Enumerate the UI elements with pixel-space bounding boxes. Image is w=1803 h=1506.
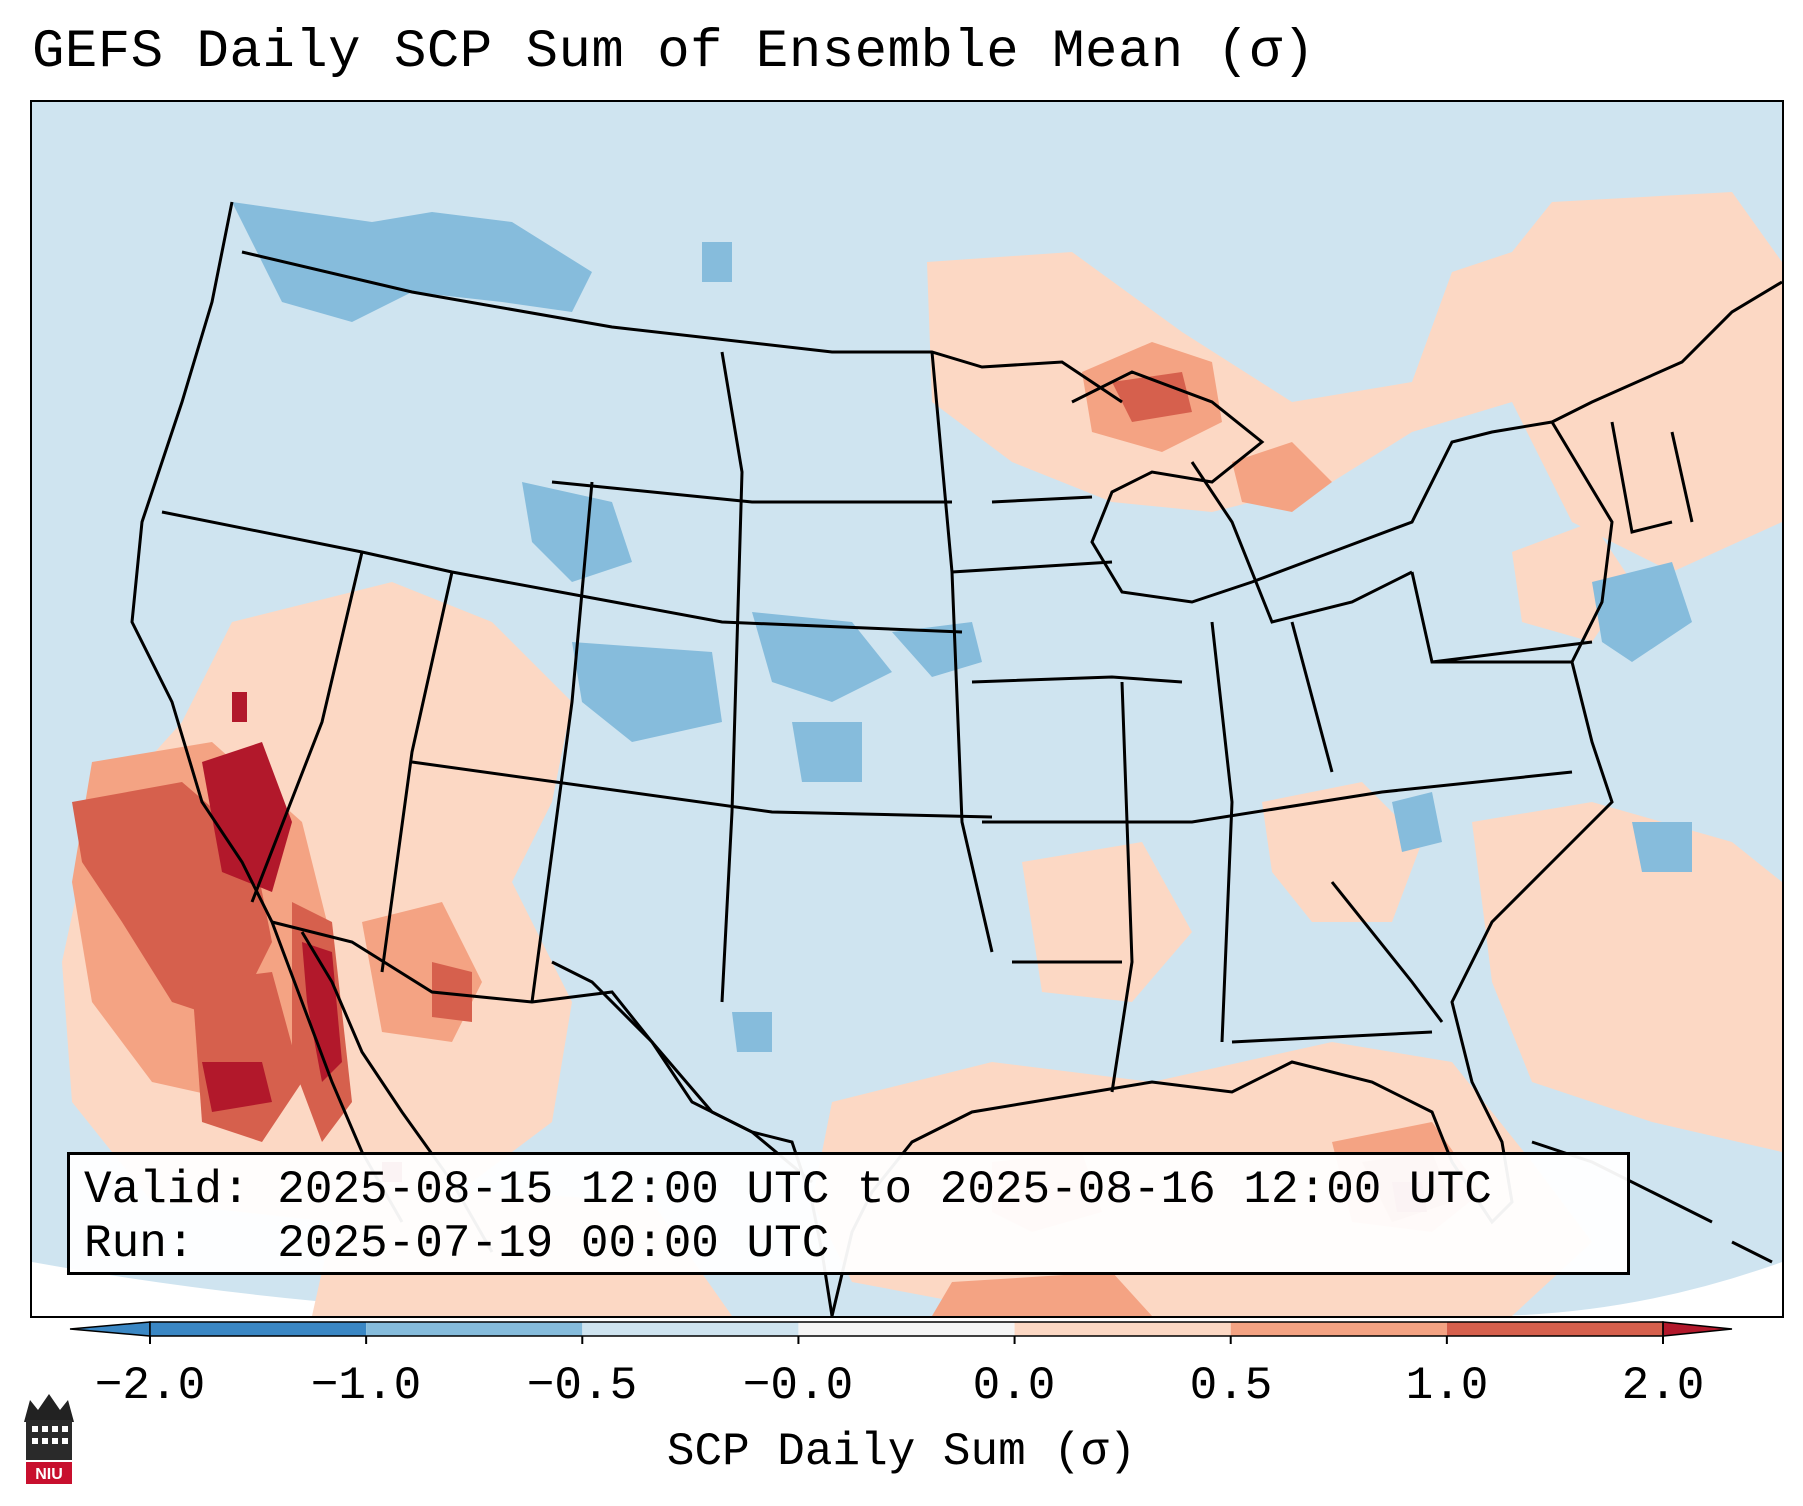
colorbar-segment <box>150 1322 367 1336</box>
projection-edge-right <box>1482 1262 1782 1316</box>
map-title: GEFS Daily SCP Sum of Ensemble Mean (σ) <box>32 22 1316 83</box>
colorbar-tick-label: 2.0 <box>1621 1360 1705 1412</box>
colorbar-segment <box>1230 1322 1447 1336</box>
logo-text: NIU <box>35 1466 63 1483</box>
colorbar-tick-label: −0.5 <box>526 1360 638 1412</box>
colorbar-outline <box>149 1321 1664 1337</box>
colorbar-tick-label: −1.0 <box>310 1360 422 1412</box>
niu-logo: NIU <box>24 1394 74 1484</box>
colorbar-label: SCP Daily Sum (σ) <box>666 1426 1137 1478</box>
anomaly-negative <box>232 202 1692 1052</box>
valid-run-info-box: Valid: 2025-08-15 12:00 UTC to 2025-08-1… <box>67 1152 1630 1275</box>
colorbar-tick-label: −0.0 <box>742 1360 854 1412</box>
colorbar <box>69 1321 1733 1344</box>
state-boundaries-icon <box>130 201 1782 1316</box>
scp-anomaly-map <box>32 102 1782 1316</box>
colorbar-extend-low <box>69 1321 151 1337</box>
colorbar-segment <box>366 1322 583 1336</box>
colorbar-segment <box>798 1322 1015 1336</box>
run-time-line: Run: 2025-07-19 00:00 UTC <box>84 1218 830 1270</box>
colorbar-tick-label: 1.0 <box>1405 1360 1489 1412</box>
map-panel <box>30 100 1784 1318</box>
valid-time-line: Valid: 2025-08-15 12:00 UTC to 2025-08-1… <box>84 1164 1492 1216</box>
colorbar-tick-label: 0.5 <box>1189 1360 1273 1412</box>
colorbar-tick-label: −2.0 <box>94 1360 206 1412</box>
colorbar-segment <box>1446 1322 1663 1336</box>
colorbar-segment <box>582 1322 799 1336</box>
colorbar-segment <box>1014 1322 1231 1336</box>
colorbar-tick-label: 0.0 <box>972 1360 1056 1412</box>
projection-edge-left <box>32 1262 632 1316</box>
colorbar-extend-high <box>1662 1321 1733 1337</box>
